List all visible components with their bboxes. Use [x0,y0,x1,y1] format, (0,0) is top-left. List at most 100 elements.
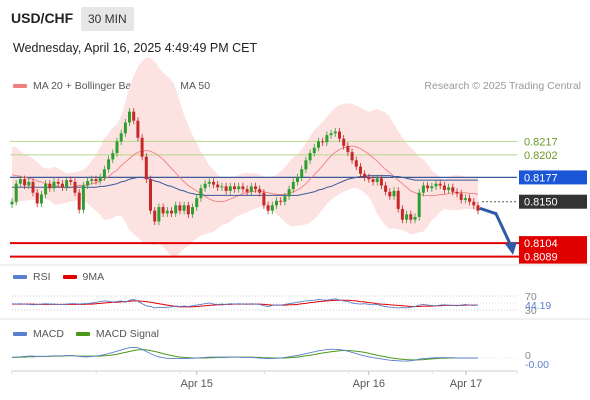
candle-66 [287,185,291,200]
candle-18 [86,177,90,190]
level-badge-3 [519,194,587,209]
ma50-line [12,175,478,196]
candle-body [144,156,148,180]
candle-body [321,141,325,143]
candle-38 [170,207,173,217]
macd-line [11,346,478,362]
candle-33 [149,175,152,215]
candle-body [149,179,152,211]
candle-body [14,183,18,202]
candle-body [212,181,215,185]
candle-body [39,194,43,204]
candle-body [216,184,220,188]
candles [10,108,480,226]
bollinger-band [12,57,478,257]
candle-body [161,207,165,214]
candle-body [258,189,262,193]
candle-body [426,185,430,189]
legend-swatch-ma20 [13,84,27,88]
candle-98 [421,181,425,197]
candle-body [434,183,438,187]
candle-19 [90,175,94,185]
candle-body [455,191,459,194]
forecast-arrow-segment-1 [479,207,498,216]
candle-21 [98,173,102,185]
candle-body [359,166,362,174]
candle-31 [140,134,144,161]
candle-body [237,186,241,190]
macd-current-label: -0.00 [525,359,549,371]
rsi-level-label-1: 30 [525,305,537,317]
candle-body [86,181,90,186]
candle-109 [468,194,472,206]
candle-body [312,147,316,154]
candle-body [325,135,329,143]
candle-7 [39,190,43,208]
candle-body [191,207,194,215]
candle-85 [367,173,371,183]
candle-79 [342,135,346,150]
legend-swatch-rsi [13,275,27,279]
candle-body [44,183,48,195]
candle-25 [115,137,119,157]
candle-16 [77,189,81,214]
level-label-2: 0.8177 [524,172,558,184]
legend-label-9ma: 9MA [82,271,105,283]
candle-30 [136,117,140,142]
candle-body [371,179,375,182]
candle-50 [220,182,224,191]
candle-body [275,200,278,206]
candle-body [224,186,228,191]
candle-107 [459,190,463,204]
candle-body [73,181,77,193]
timeframe-button[interactable]: 30 MIN [81,7,134,31]
candle-8 [44,180,48,199]
candle-67 [291,178,295,193]
candle-body [476,205,480,211]
rsi-current-label: 44.19 [525,300,551,312]
candle-88 [379,174,383,190]
candle-40 [178,201,182,215]
candle-body [396,190,400,209]
candle-83 [359,163,362,178]
candle-body [447,187,451,190]
candle-body [98,177,102,181]
candle-body [262,192,266,206]
ma20-line [11,145,479,203]
candle-9 [48,180,52,192]
candle-53 [233,182,236,193]
candle-body [363,173,367,178]
candle-48 [212,178,215,189]
rsi-line [11,298,479,309]
candle-body [228,186,232,191]
candle-94 [405,210,409,224]
candle-42 [186,201,190,218]
candle-body [119,133,123,142]
candle-body [132,111,136,121]
candle-4 [27,178,31,190]
candle-81 [350,148,354,164]
candle-63 [275,197,278,209]
candle-86 [371,175,375,186]
candle-58 [254,182,257,193]
candle-body [468,198,472,202]
candle-body [338,131,341,139]
candle-body [317,141,320,148]
candle-body [178,205,182,211]
candle-body [174,205,178,214]
candle-body [333,131,337,134]
candle-body [472,201,476,206]
candle-body [195,198,199,208]
candle-105 [451,183,455,196]
candle-95 [409,210,413,224]
level-label-0: 0.8217 [524,136,558,148]
candle-body [430,186,434,189]
candle-70 [304,156,308,173]
candle-body [233,186,236,190]
candle-23 [107,155,111,173]
candle-body [165,210,169,214]
candle-body [405,214,409,220]
level-label-1: 0.8202 [524,150,558,162]
candle-43 [191,203,194,218]
